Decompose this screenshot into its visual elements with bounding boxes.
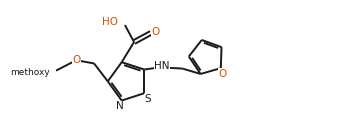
Text: methoxy: methoxy bbox=[10, 68, 50, 77]
Text: HO: HO bbox=[102, 17, 118, 27]
Text: N: N bbox=[116, 101, 124, 111]
Text: HN: HN bbox=[155, 61, 170, 71]
Text: O: O bbox=[151, 27, 160, 37]
Text: O: O bbox=[218, 69, 227, 79]
Text: O: O bbox=[72, 55, 80, 65]
Text: S: S bbox=[144, 94, 151, 104]
